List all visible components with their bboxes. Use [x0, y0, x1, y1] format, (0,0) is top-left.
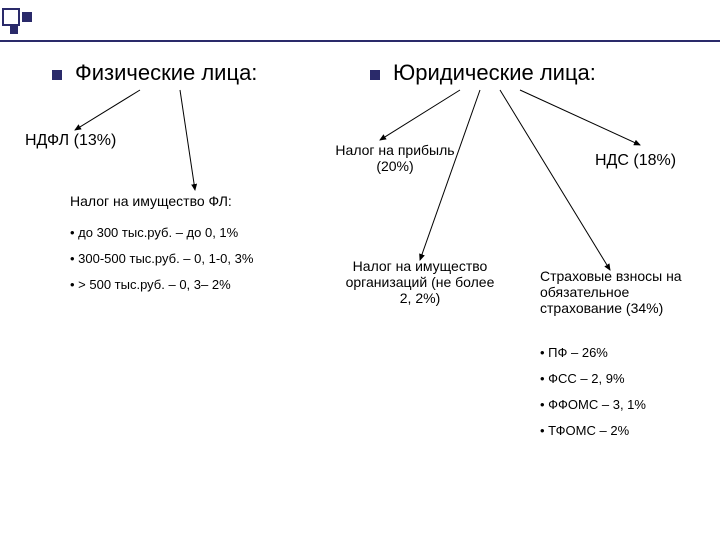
profit-tax-label: Налог на прибыль (20%) — [325, 142, 465, 174]
deco-square-fill-2 — [10, 26, 18, 34]
fund-item: • ФСС – 2, 9% — [540, 366, 710, 392]
left-title: Физические лица: — [75, 60, 257, 86]
deco-square-outline — [2, 8, 20, 26]
header-rule — [0, 40, 720, 42]
bracket-item: • до 300 тыс.руб. – до 0, 1% — [70, 220, 330, 246]
fund-item: • ТФОМС – 2% — [540, 418, 710, 444]
fund-item: • ФФОМС – 3, 1% — [540, 392, 710, 418]
bullet-icon — [52, 70, 62, 80]
bracket-item: • 300-500 тыс.руб. – 0, 1-0, 3% — [70, 246, 330, 272]
vat-label: НДС (18%) — [595, 152, 676, 170]
deco-square-fill-1 — [22, 12, 32, 22]
bullet-icon — [370, 70, 380, 80]
bracket-item: • > 500 тыс.руб. – 0, 3– 2% — [70, 272, 330, 298]
property-tax-fl-label: Налог на имущество ФЛ: — [70, 193, 232, 209]
right-title: Юридические лица: — [393, 60, 596, 86]
brackets-list: • до 300 тыс.руб. – до 0, 1% • 300-500 т… — [70, 220, 330, 298]
insurance-label: Страховые взносы на обязательное страхов… — [540, 268, 710, 316]
fund-item: • ПФ – 26% — [540, 340, 710, 366]
funds-list: • ПФ – 26% • ФСС – 2, 9% • ФФОМС – 3, 1%… — [540, 340, 710, 444]
org-property-tax-label: Налог на имущество организаций (не более… — [340, 258, 500, 306]
ndfl-label: НДФЛ (13%) — [25, 132, 116, 150]
